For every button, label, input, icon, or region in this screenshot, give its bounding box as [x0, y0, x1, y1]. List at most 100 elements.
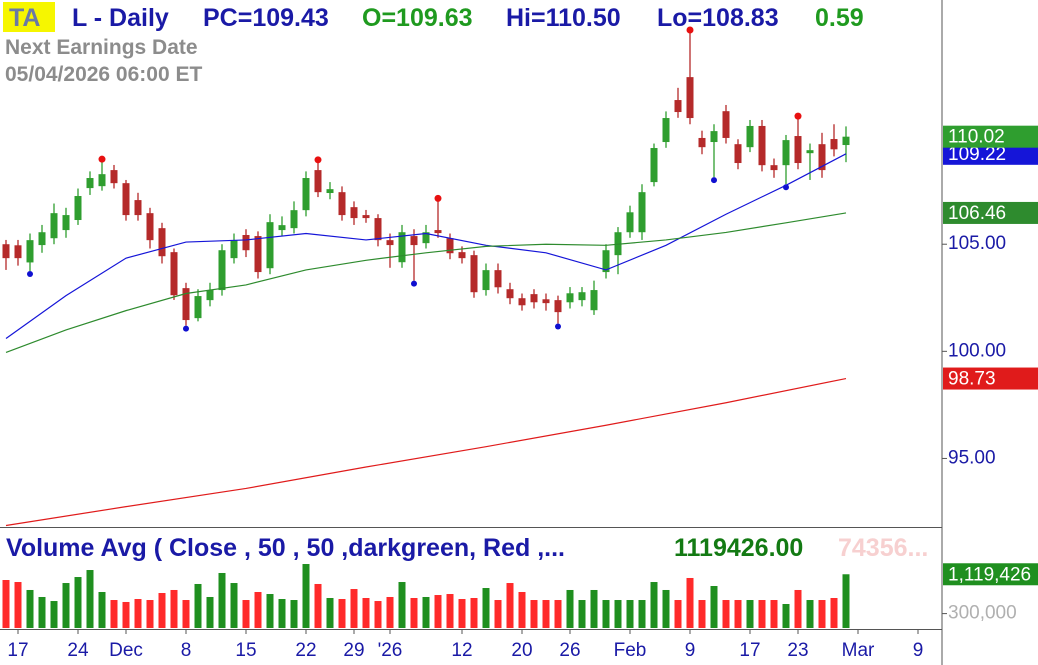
- pivot-high: [686, 26, 694, 34]
- x-tick-label: 8: [181, 640, 192, 661]
- volume-bar: [614, 600, 622, 628]
- candle-body: [722, 111, 730, 138]
- x-tick-label: 24: [67, 640, 89, 661]
- candle-body: [494, 270, 502, 288]
- x-tick-label: 9: [685, 640, 696, 661]
- x-tick-label: 26: [559, 640, 580, 661]
- candle-body: [782, 140, 790, 166]
- y-tick-label: 100.00: [948, 340, 1006, 361]
- candle-body: [590, 290, 598, 311]
- volume-faded: 74356...: [838, 534, 928, 562]
- volume-bar: [626, 600, 634, 628]
- badge-box: [3, 2, 55, 32]
- candle-body: [146, 213, 154, 241]
- pivot-high: [314, 156, 322, 164]
- last-close: 110.02: [948, 127, 1005, 148]
- pivot-low: [27, 270, 33, 277]
- candle-body: [170, 252, 178, 296]
- pivot-low: [555, 323, 561, 330]
- candle-body: [566, 293, 574, 303]
- candle-body: [794, 136, 802, 164]
- candle-body: [74, 196, 82, 221]
- volume-bar: [362, 598, 370, 628]
- candle-body: [206, 290, 214, 301]
- volume-bar: [38, 596, 46, 628]
- volume-last-label: 1,119,426: [948, 564, 1031, 585]
- last-close-box: [943, 125, 1038, 148]
- moving-average: [5, 377, 847, 527]
- volume-bar: [710, 586, 718, 628]
- x-tick-label: 9: [913, 640, 924, 661]
- volume-bar: [470, 598, 478, 628]
- volume-bar: [494, 600, 502, 628]
- moving-average: [5, 212, 847, 353]
- candle-body: [230, 240, 238, 259]
- candle-body: [26, 240, 34, 263]
- volume-bar: [482, 588, 490, 628]
- candle-body: [50, 213, 58, 239]
- volume-bar: [14, 582, 22, 628]
- candle-body: [530, 294, 538, 303]
- candle-body: [362, 215, 370, 219]
- volume-bar: [302, 564, 310, 628]
- volume-bar: [326, 598, 334, 628]
- volume-bar: [2, 580, 10, 628]
- earnings-date: 05/04/2026 06:00 ET: [5, 63, 202, 86]
- candle-body: [194, 296, 202, 319]
- volume-bar: [266, 594, 274, 628]
- candle-body: [818, 144, 826, 171]
- candle-body: [386, 240, 394, 246]
- candle-body: [542, 299, 550, 304]
- volume-bar: [182, 600, 190, 628]
- candle-body: [182, 288, 190, 321]
- volume-bar: [650, 582, 658, 628]
- candle-body: [134, 200, 142, 216]
- volume-bar: [554, 600, 562, 628]
- volume-bar: [98, 592, 106, 628]
- volume-bar: [170, 589, 178, 628]
- volume-bar: [194, 583, 202, 628]
- volume-bar: [458, 599, 466, 628]
- candle-body: [158, 228, 166, 257]
- volume-bar: [758, 600, 766, 628]
- volume-bar: [290, 600, 298, 628]
- symbol: L - Daily: [72, 4, 169, 32]
- high: Hi=110.50: [506, 4, 621, 32]
- x-tick-label: 23: [787, 640, 808, 661]
- volume-bar: [770, 600, 778, 628]
- volume-bar: [146, 600, 154, 628]
- badge: TA: [9, 4, 40, 32]
- pivot-high: [794, 112, 802, 120]
- candle-body: [710, 131, 718, 143]
- moving-average: [5, 153, 847, 339]
- candle-body: [266, 222, 274, 269]
- candle-body: [770, 165, 778, 171]
- candle-body: [14, 245, 22, 259]
- x-tick-label: 15: [235, 640, 256, 661]
- candle-body: [830, 139, 838, 150]
- volume-bar: [434, 595, 442, 628]
- volume-bar: [662, 589, 670, 628]
- volume-bar: [230, 583, 238, 628]
- x-tick-label: Mar: [842, 640, 875, 661]
- candle-body: [242, 235, 250, 251]
- volume-bar: [314, 583, 322, 628]
- pivot-high: [98, 155, 106, 163]
- volume-bar: [674, 600, 682, 628]
- low: Lo=108.83: [657, 4, 779, 32]
- line-last-value-box: [943, 142, 1038, 165]
- volume-bar: [578, 600, 586, 628]
- candle-body: [2, 244, 10, 259]
- candle-body: [254, 236, 262, 273]
- candle-body: [578, 292, 586, 301]
- volume-bar: [530, 600, 538, 628]
- open: O=109.63: [362, 4, 473, 32]
- candle-body: [338, 192, 346, 216]
- volume-bar: [134, 599, 142, 628]
- volume-bar: [734, 600, 742, 628]
- candle-body: [326, 189, 334, 194]
- volume-bar: [566, 589, 574, 628]
- volume-bar: [50, 601, 58, 628]
- volume-bar: [830, 598, 838, 628]
- candle-body: [446, 238, 454, 254]
